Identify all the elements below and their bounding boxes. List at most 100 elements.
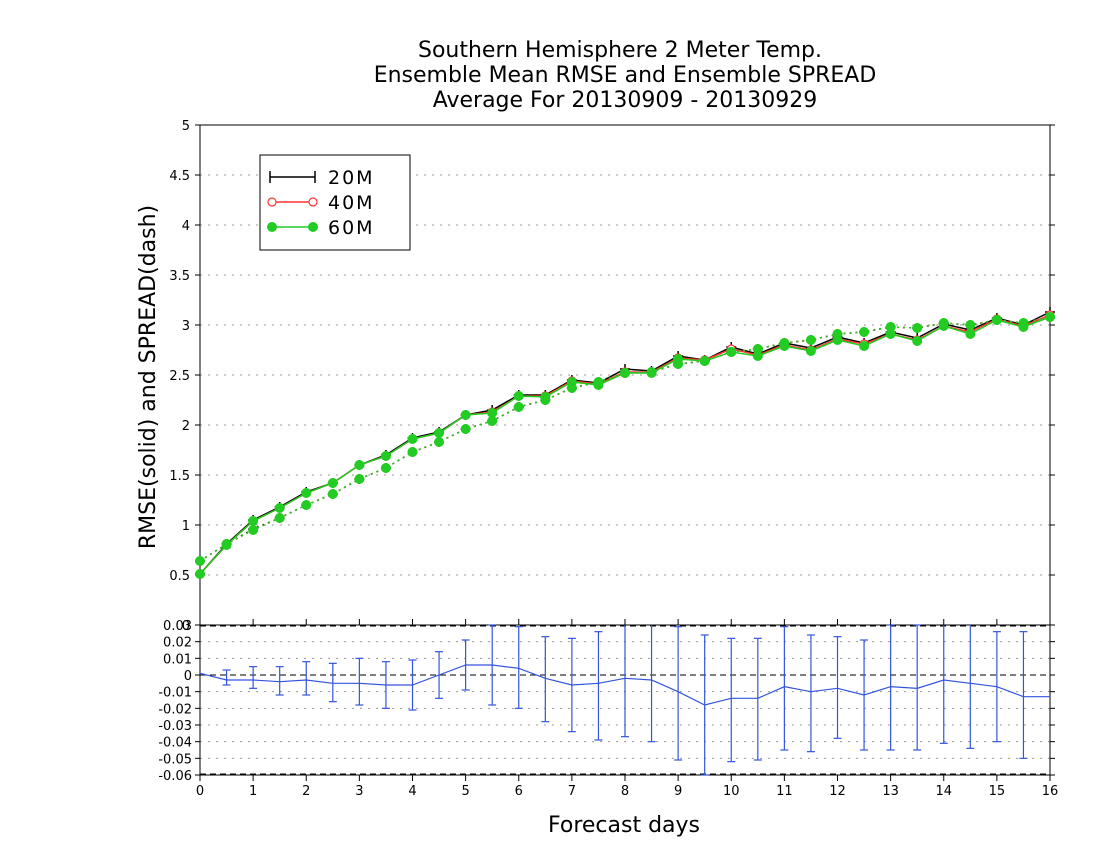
error-bar [753,637,762,761]
legend-entry-60M: 60M [267,217,375,239]
error-bar [514,626,523,709]
legend-entry-20M: 20M [269,167,373,189]
x-tick-label: 7 [568,784,576,799]
error-bar [488,624,497,706]
bottom-y-tick-label: -0.06 [158,769,192,784]
x-tick-label: 15 [989,784,1006,799]
bottom-y-tick-label: -0.03 [158,719,192,734]
rmse-point-60M [752,351,763,361]
y-axis-title: RMSE(solid) and SPREAD(dash) [136,205,161,549]
rmse-point-60M [487,408,498,418]
top-series-group [195,307,1055,579]
bottom-series-group [199,624,1050,776]
spread-line-40M [199,316,1051,562]
spread-point-60M [301,500,312,510]
rmse-point-60M [965,329,976,339]
bottom-y-tick-label: -0.02 [158,702,192,717]
error-bar [222,669,231,686]
spread-point-60M [195,556,205,566]
top-y-tick-label: 0.5 [169,569,190,584]
top-y-tick-label: 5 [182,119,190,134]
top-y-tick-label: 1.5 [169,469,190,484]
top-y-tick-label: 1 [182,519,190,534]
bottom-y-axis-ticks: 0.03 0.020.01 0 -0.01-0.02 -0.03 -0.04-0.05 -0… [158,619,1055,784]
error-bar [249,666,258,689]
error-bar [939,625,948,744]
rmse-point-60M [327,478,338,488]
legend-marker [267,222,277,232]
legend: 20M 40M 60M [259,154,411,251]
rmse-line-40M [199,314,1051,575]
rmse-point-60M [566,377,577,387]
error-bar [461,639,470,691]
series-20M [195,307,1055,579]
rmse-spread-panel: 0 0.5 1 1.5 2 2.5 3 3.5 4 4.5 5 [169,119,1055,634]
top-y-tick-label: 4.5 [169,169,190,184]
chart-title: Southern Hemisphere 2 Meter Temp. Ensemb… [374,38,877,113]
x-tick-label: 13 [882,784,899,799]
bottom-y-tick-label: 0.02 [163,636,192,651]
x-tick-label: 10 [723,784,740,799]
error-bar [674,626,683,761]
spread-point-60M [407,447,418,457]
rmse-point-60M [726,347,737,357]
x-tick-label: 2 [302,784,310,799]
spread-point-60M [380,463,391,473]
x-tick-label: 12 [829,784,846,799]
rmse-point-60M [221,540,232,550]
error-bar [647,625,656,743]
spread-point-60M [434,437,445,447]
rmse-point-60M [938,321,949,331]
error-bar [355,657,364,706]
top-y-tick-label: 2.5 [169,369,190,384]
x-tick-label: 16 [1042,784,1059,799]
rmse-point-60M [859,341,870,351]
rmse-point-60M [1045,312,1055,322]
rmse-point-60M [195,569,205,579]
top-y-tick-label: 4 [182,219,190,234]
legend-marker [308,222,318,232]
error-bar [966,625,975,749]
rmse-point-60M [301,488,312,498]
error-bar [700,634,709,776]
error-bar [381,661,390,709]
legend-marker [267,197,277,207]
bottom-y-tick-label: 0 [184,669,192,684]
bottom-y-tick-label: 0.01 [163,652,192,667]
error-bar [302,661,311,696]
rmse-point-60M [380,451,391,461]
spread-line-20M [199,316,1051,562]
rmse-point-60M [885,329,896,339]
x-tick-label: 6 [515,784,523,799]
x-tick-label: 9 [674,784,682,799]
top-y-tick-label: 0 [182,619,190,634]
spread-line-60M [199,316,1051,562]
error-bar [541,636,550,723]
bottom-y-tick-label: -0.04 [158,736,192,751]
rmse-point-60M [248,516,259,526]
error-bar [913,624,922,751]
bottom-y-tick-label: -0.05 [158,752,192,767]
rmse-point-60M [805,346,816,356]
error-bar [992,631,1001,743]
spread-point-60M [274,513,285,523]
rmse-point-60M [460,410,471,420]
spread-point-60M [805,335,816,345]
top-y-tick-label: 3 [182,319,190,334]
error-bar [435,651,444,699]
legend-marker [308,197,318,207]
top-y-tick-label: 2 [182,419,190,434]
x-tick-label: 8 [621,784,629,799]
error-bar [408,659,417,711]
rmse-point-60M [673,354,684,364]
error-bar [780,626,789,751]
bottom-y-tick-label: 0.03 [163,619,192,634]
x-tick-label: 5 [461,784,469,799]
spread-point-60M [965,320,976,330]
rmse-point-60M [699,356,710,366]
title-line-1: Southern Hemisphere 2 Meter Temp. [418,38,822,63]
legend-label: 60M [328,217,375,239]
bottom-y-tick-label: -0.01 [158,686,192,701]
rmse-line-60M [199,316,1051,575]
